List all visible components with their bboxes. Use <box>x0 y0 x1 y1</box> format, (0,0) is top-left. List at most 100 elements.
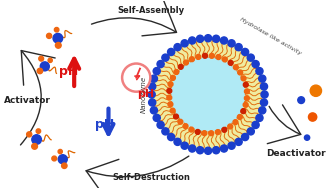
Ellipse shape <box>228 60 233 65</box>
Text: Hydrolase like activity: Hydrolase like activity <box>238 17 302 56</box>
Ellipse shape <box>310 85 321 96</box>
Ellipse shape <box>48 58 52 62</box>
Ellipse shape <box>196 147 204 154</box>
Ellipse shape <box>196 54 201 59</box>
Ellipse shape <box>228 40 235 47</box>
Ellipse shape <box>220 145 228 152</box>
Ellipse shape <box>228 124 233 129</box>
Ellipse shape <box>39 56 44 61</box>
FancyArrowPatch shape <box>86 156 189 189</box>
Ellipse shape <box>162 128 169 135</box>
Ellipse shape <box>205 147 212 154</box>
Ellipse shape <box>202 131 207 136</box>
Ellipse shape <box>195 129 200 134</box>
Text: Self-Destruction: Self-Destruction <box>112 174 190 183</box>
Text: Activator: Activator <box>4 96 51 105</box>
Ellipse shape <box>222 57 227 62</box>
Ellipse shape <box>152 38 265 151</box>
Ellipse shape <box>149 83 156 90</box>
Ellipse shape <box>27 132 32 137</box>
Ellipse shape <box>244 89 249 94</box>
Ellipse shape <box>304 135 310 140</box>
Text: pH: pH <box>95 118 115 131</box>
Ellipse shape <box>241 133 249 141</box>
Ellipse shape <box>235 44 242 51</box>
Ellipse shape <box>40 62 49 71</box>
Ellipse shape <box>209 53 214 58</box>
Ellipse shape <box>215 130 220 135</box>
Ellipse shape <box>148 91 155 98</box>
Ellipse shape <box>243 102 248 107</box>
Ellipse shape <box>162 54 169 61</box>
Ellipse shape <box>234 65 238 70</box>
Ellipse shape <box>244 96 249 101</box>
Ellipse shape <box>37 68 43 74</box>
Ellipse shape <box>181 142 188 149</box>
Ellipse shape <box>233 120 238 125</box>
Ellipse shape <box>213 35 220 42</box>
Ellipse shape <box>54 27 59 32</box>
Ellipse shape <box>174 70 179 74</box>
FancyArrowPatch shape <box>92 0 176 36</box>
Ellipse shape <box>189 127 194 132</box>
Ellipse shape <box>150 75 157 82</box>
Text: Nanozyme: Nanozyme <box>140 76 147 113</box>
Ellipse shape <box>216 55 221 60</box>
Ellipse shape <box>168 82 173 87</box>
Ellipse shape <box>222 127 227 132</box>
Ellipse shape <box>168 102 173 107</box>
Ellipse shape <box>32 143 37 149</box>
Ellipse shape <box>247 54 254 61</box>
FancyArrowPatch shape <box>267 105 301 144</box>
Ellipse shape <box>259 107 266 114</box>
Ellipse shape <box>190 57 194 62</box>
Ellipse shape <box>189 37 196 44</box>
Ellipse shape <box>213 147 220 154</box>
Ellipse shape <box>172 58 245 131</box>
Ellipse shape <box>256 67 263 75</box>
Ellipse shape <box>47 33 52 38</box>
Ellipse shape <box>241 76 246 81</box>
Text: pH: pH <box>59 65 79 77</box>
Ellipse shape <box>58 155 67 164</box>
Ellipse shape <box>235 138 242 145</box>
Ellipse shape <box>202 53 207 58</box>
Ellipse shape <box>167 95 172 100</box>
Ellipse shape <box>252 121 259 129</box>
Ellipse shape <box>247 128 254 135</box>
Ellipse shape <box>241 48 249 56</box>
Ellipse shape <box>181 40 188 47</box>
Ellipse shape <box>174 44 181 51</box>
Ellipse shape <box>149 99 156 106</box>
Ellipse shape <box>259 75 266 82</box>
Ellipse shape <box>260 83 268 90</box>
Ellipse shape <box>256 114 263 122</box>
Ellipse shape <box>174 138 181 145</box>
Text: pH: pH <box>137 89 154 98</box>
Ellipse shape <box>183 124 188 129</box>
Ellipse shape <box>168 133 175 141</box>
Ellipse shape <box>150 107 157 114</box>
Ellipse shape <box>237 115 242 119</box>
Ellipse shape <box>205 35 212 42</box>
Ellipse shape <box>168 48 175 56</box>
Text: Deactivator: Deactivator <box>266 149 326 158</box>
Ellipse shape <box>178 119 183 124</box>
Ellipse shape <box>238 70 243 75</box>
Ellipse shape <box>298 97 305 104</box>
Ellipse shape <box>62 163 67 168</box>
Ellipse shape <box>53 33 63 43</box>
Ellipse shape <box>167 88 172 93</box>
Ellipse shape <box>252 60 259 68</box>
Ellipse shape <box>228 142 235 149</box>
Ellipse shape <box>157 121 164 129</box>
Ellipse shape <box>32 135 41 144</box>
Ellipse shape <box>261 91 268 98</box>
Ellipse shape <box>209 131 214 136</box>
Ellipse shape <box>196 35 204 42</box>
Ellipse shape <box>189 145 196 152</box>
Ellipse shape <box>58 149 62 154</box>
Ellipse shape <box>174 114 178 119</box>
Ellipse shape <box>36 129 41 133</box>
FancyArrowPatch shape <box>20 50 55 145</box>
